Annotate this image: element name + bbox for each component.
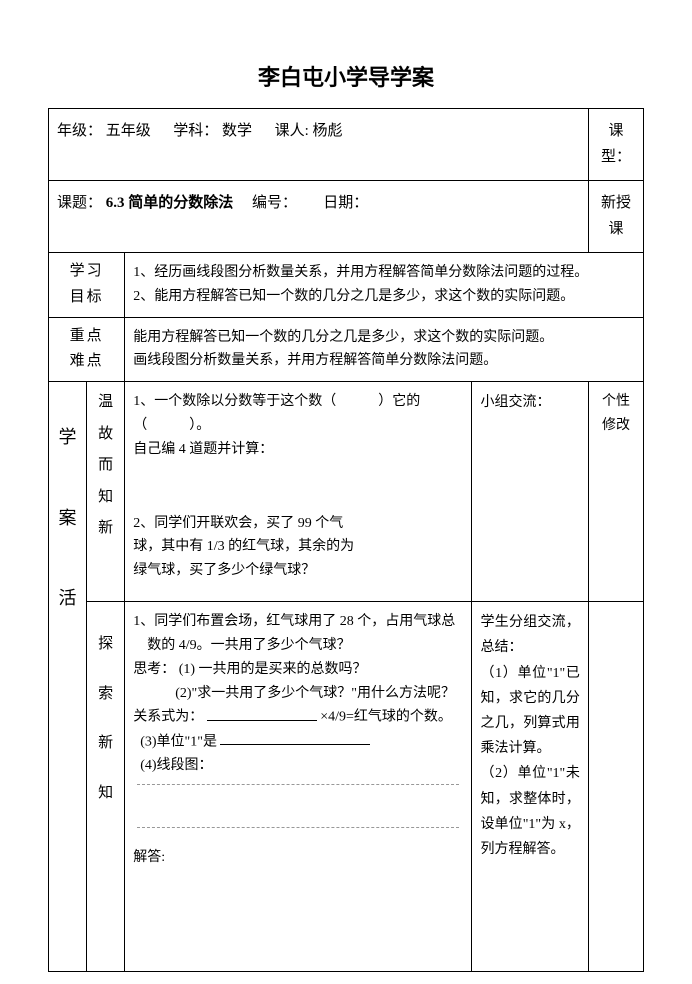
sb-think1: (1) 一共用的是买来的总数吗？	[179, 662, 367, 677]
sb-think: 思考： (1) 一共用的是买来的总数吗？	[133, 658, 463, 682]
teacher-value: 杨彪	[312, 123, 342, 139]
objectives-content: 1、经历画线段图分析数量关系，并用方程解答简单分数除法问题的过程。 2、能用方程…	[125, 253, 644, 318]
sb-think-label: 思考：	[133, 662, 175, 677]
modify-label: 个性修改	[588, 382, 643, 602]
section-a-label: 温故而知新	[87, 382, 125, 602]
date-label: 日期：	[323, 195, 368, 211]
unit-blank	[220, 730, 370, 745]
objective-2: 2、能用方程解答已知一个数的几分之几是多少，求这个数的实际问题。	[133, 285, 635, 309]
section-a-content: 1、一个数除以分数等于这个数（ ）它的（ ）。 自己编 4 道题并计算： 2、同…	[125, 382, 472, 602]
sb-side-p1: （1）单位"1"已知，求它的几分之几，列算式用乘法计算。	[480, 661, 579, 762]
teacher-label: 课人:	[275, 123, 309, 139]
section-b-side: 学生分组交流，总结： （1）单位"1"已知，求它的几分之几，列算式用乘法计算。 …	[472, 602, 588, 972]
sb-rel-prefix: 关系式为：	[133, 710, 203, 725]
section-b-content: 1、同学们布置会场，红气球用了 28 个，占用气球总数的 4/9。一共用了多少个…	[125, 602, 472, 972]
line-diagram	[137, 784, 459, 828]
sa-q1b: 自己编 4 道题并计算：	[133, 438, 463, 462]
header-line1: 年级： 五年级 学科： 数学 课人: 杨彪	[49, 109, 589, 181]
objective-1: 1、经历画线段图分析数量关系，并用方程解答简单分数除法问题的过程。	[133, 261, 635, 285]
sb-side-intro: 学生分组交流，总结：	[480, 610, 579, 660]
sb-side-p2: （2）单位"1"未知，求整体时，设单位"1"为 x，列方程解答。	[480, 761, 579, 862]
sb-relation: 关系式为： ×4/9=红气球的个数。	[133, 705, 463, 729]
relation-blank	[207, 705, 317, 720]
section-a-side: 小组交流：	[472, 382, 588, 602]
keypoint-2: 画线段图分析数量关系，并用方程解答简单分数除法问题。	[133, 349, 635, 373]
objectives-label: 学习 目标	[49, 253, 125, 318]
grade-value: 五年级	[106, 123, 151, 139]
header-line2: 课题： 6.3 简单的分数除法 编号： 日期：	[49, 181, 589, 253]
page-title: 李白屯小学导学案	[48, 60, 644, 92]
topic-value: 6.3 简单的分数除法	[106, 195, 234, 211]
lesson-plan-table: 年级： 五年级 学科： 数学 课人: 杨彪 课型： 课题： 6.3 简单的分数除…	[48, 108, 644, 972]
grade-label: 年级：	[57, 123, 102, 139]
sb-answer-label: 解答:	[133, 846, 463, 870]
subject-value: 数学	[222, 123, 252, 139]
class-type-value: 新授课	[588, 181, 643, 253]
sa-q2: 2、同学们开联欢会，买了 99 个气球，其中有 1/3 的红气球，其余的为绿气球…	[133, 512, 363, 583]
sb-unit: (3)单位"1"是	[133, 730, 463, 754]
number-label: 编号：	[252, 195, 297, 211]
class-type-label: 课型：	[588, 109, 643, 181]
keypoint-1: 能用方程解答已知一个数的几分之几是多少，求这个数的实际问题。	[133, 326, 635, 350]
modify-cell-b	[588, 602, 643, 972]
section-b-label: 探 索 新 知	[87, 602, 125, 972]
keypoints-label: 重点 难点	[49, 317, 125, 382]
sb-unit-prefix: (3)单位"1"是	[140, 734, 217, 749]
subject-label: 学科：	[173, 123, 218, 139]
sa-q1: 1、一个数除以分数等于这个数（ ）它的（ ）。	[133, 390, 463, 438]
sb-diagram-label: (4)线段图：	[133, 754, 463, 778]
topic-label: 课题：	[57, 195, 102, 211]
sb-think2: (2)"求一共用了多少个气球？"用什么方法呢？	[133, 682, 463, 706]
sb-rel-suffix: ×4/9=红气球的个数。	[320, 710, 452, 725]
keypoints-content: 能用方程解答已知一个数的几分之几是多少，求这个数的实际问题。 画线段图分析数量关…	[125, 317, 644, 382]
main-label: 学案活	[49, 382, 87, 972]
sb-q1: 1、同学们布置会场，红气球用了 28 个，占用气球总数的 4/9。一共用了多少个…	[133, 610, 463, 658]
